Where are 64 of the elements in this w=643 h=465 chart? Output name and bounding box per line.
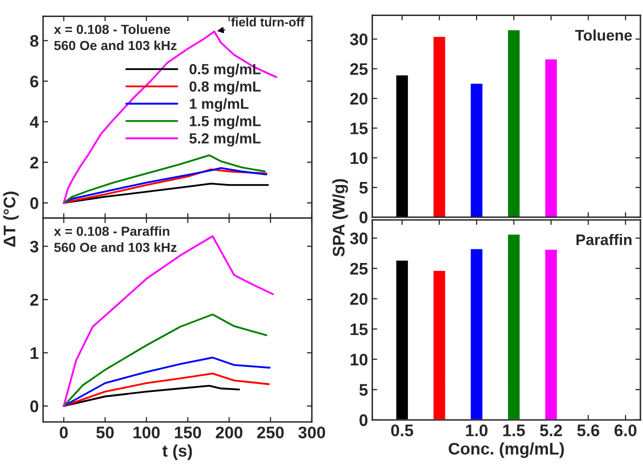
y-tick-label: 0 [360,212,368,224]
x-tick-label: 0.5 [391,424,414,436]
bar [432,35,447,218]
y-tick-label: 2 [30,156,38,168]
bar [469,82,484,218]
y-tick-label: 0 [360,414,368,426]
bar [469,248,484,420]
y-tick-label: 0 [30,400,38,412]
x-axis-title: t (s) [162,444,192,460]
annotation: field turn-off [231,17,305,27]
y-tick-label: 4 [30,116,39,128]
y-tick-label: 30 [350,33,368,46]
y-tick-label: 5 [359,182,368,194]
bar [506,233,522,420]
legend-label: 0.8 mg/mL [190,80,261,95]
y-tick-label: 3 [30,240,38,253]
annotation: Paraffin [576,234,632,246]
x-tick-label: 200 [216,426,242,438]
legend-label: 5.2 mg/mL [189,132,261,147]
x-tick-label: 5.2 [540,424,562,436]
bar [544,248,558,420]
line-series [62,314,268,407]
line-series [62,356,271,407]
x-tick-label: 5.6 [577,424,600,436]
y-tick-label: 25 [350,262,368,275]
bar [432,270,447,420]
bar [544,58,558,218]
bar [394,259,410,420]
line-series [62,154,266,204]
y-tick-label: 0 [30,197,38,210]
annotation: x = 0.108 - Toluene 560 Oe and 103 kHz [54,24,177,50]
x-tick-label: 250 [257,426,284,438]
x-tick-label: 50 [96,426,114,438]
y-tick-label: 25 [350,63,368,75]
x-tick-label: 150 [174,426,202,438]
y-tick-label: 5 [359,384,368,396]
legend-label: 1.5 mg/mL [190,116,261,130]
x-tick-label: 6.0 [614,424,636,436]
y-tick-label: 20 [350,92,368,105]
x-axis-title: Conc. (mg/mL) [448,442,564,458]
y-tick-label: 1 [30,347,38,359]
bar [506,28,522,218]
y-tick-label: 15 [350,122,368,134]
annotation: x = 0.108 - Paraffin 560 Oe and 103 kHz [54,226,177,252]
legend-label: 1 mg/mL [190,98,248,112]
y-tick-label: 8 [30,35,38,47]
x-tick-label: 1.5 [503,424,525,436]
y-tick-label: 10 [350,354,368,366]
x-tick-label: 300 [298,426,326,438]
y-tick-label: 10 [350,152,368,164]
x-tick-label: 100 [134,426,160,438]
x-tick-label: 1.0 [466,424,488,436]
y-tick-label: 20 [350,293,368,305]
annotation: Toluene [575,29,632,41]
y-axis-title: SPA (W/g) [332,179,348,256]
y-axis-title: ΔT (°C) [3,192,19,247]
y-tick-label: 6 [30,76,38,88]
line-series [62,372,270,407]
x-tick-label: 0 [60,426,68,438]
y-tick-label: 30 [350,232,368,244]
legend-label: 0.5 mg/mL [190,64,261,78]
y-tick-label: 2 [30,294,38,306]
bar [394,74,410,218]
y-tick-label: 15 [350,324,368,336]
